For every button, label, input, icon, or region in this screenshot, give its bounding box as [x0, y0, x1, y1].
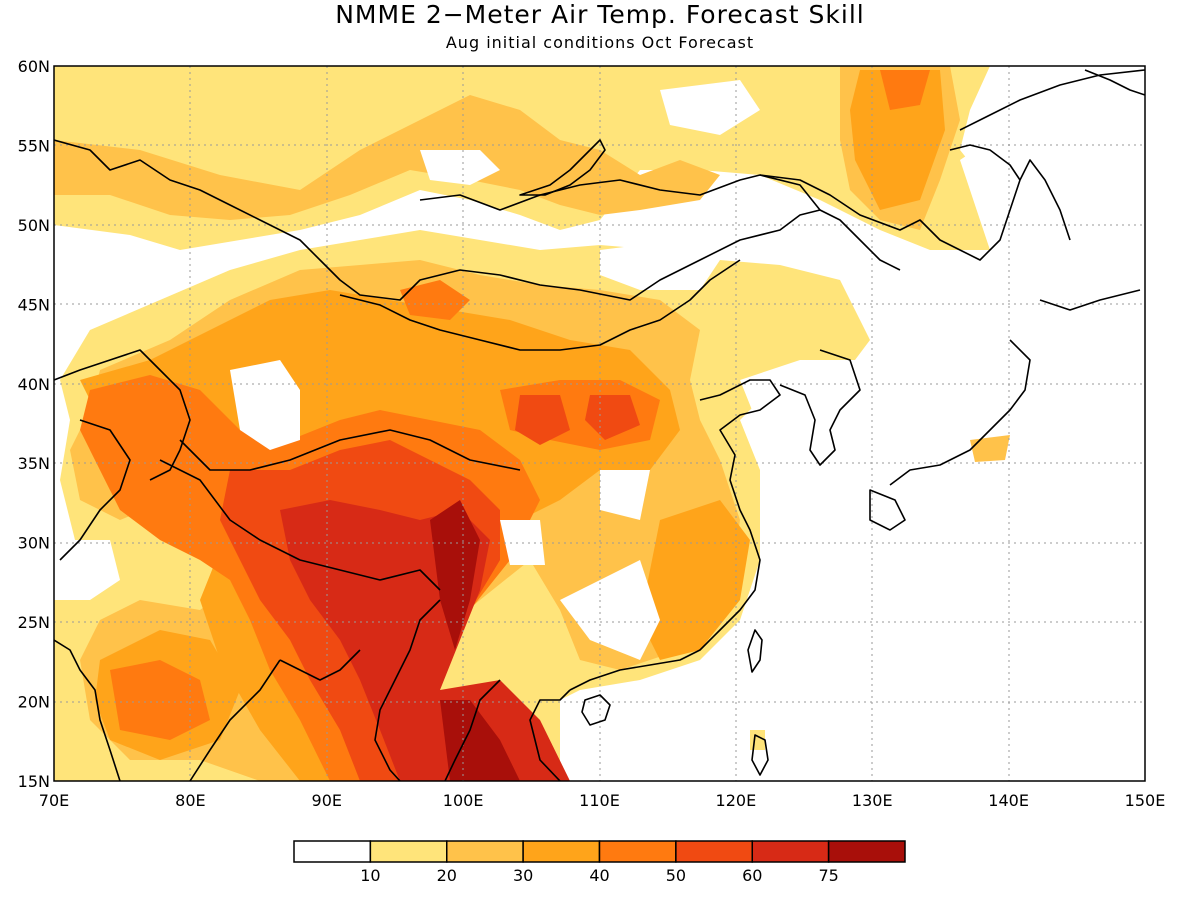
- skill-region-none: [600, 240, 720, 290]
- y-tick-label: 35N: [18, 454, 50, 473]
- skill-region-none: [960, 66, 1145, 290]
- x-axis-ticks: 70E 80E 90E 100E 110E 120E 130E 140E 150E: [39, 791, 1166, 810]
- y-tick-label: 60N: [18, 57, 50, 76]
- colorbar: 10 20 30 40 50 60 75: [293, 840, 906, 885]
- colorbar-label: 20: [437, 866, 457, 885]
- skill-region-dark-orange: [110, 660, 210, 740]
- y-tick-label: 20N: [18, 693, 50, 712]
- skill-region-none: [660, 80, 760, 135]
- skill-region-dark-red: [430, 500, 480, 650]
- skill-region-dark-orange: [400, 280, 470, 320]
- skill-region-yellow-orange: [54, 95, 720, 220]
- y-tick-label: 15N: [18, 772, 50, 791]
- skill-region-none: [600, 470, 650, 520]
- skill-region-red-orange: [585, 395, 640, 440]
- colorbar-swatch: [598, 840, 677, 863]
- colorbar-swatch: [293, 840, 372, 863]
- x-tick-label: 70E: [39, 791, 69, 810]
- y-tick-label: 40N: [18, 375, 50, 394]
- colorbar-swatch: [369, 840, 448, 863]
- colorbar-label: 60: [742, 866, 762, 885]
- skill-region-dark-red: [440, 700, 520, 781]
- skill-region-none: [560, 560, 660, 660]
- skill-region-dark-orange: [880, 70, 930, 110]
- colorbar-label: 30: [513, 866, 533, 885]
- y-tick-label: 45N: [18, 295, 50, 314]
- chart-subtitle: Aug initial conditions Oct Forecast: [445, 33, 755, 52]
- skill-region-none: [230, 360, 300, 450]
- skill-region-light: [750, 730, 765, 750]
- skill-field: [54, 66, 1145, 781]
- chart-title: NMME 2−Meter Air Temp. Forecast Skill: [335, 0, 865, 29]
- y-tick-label: 25N: [18, 613, 50, 632]
- plot-frame: [53, 65, 1146, 782]
- skill-region-none: [54, 540, 120, 600]
- colorbar-swatch: [675, 840, 753, 863]
- gridlines: [54, 66, 1145, 781]
- skill-region-red-orange: [515, 395, 570, 445]
- colorbar-label: 50: [666, 866, 686, 885]
- y-tick-label: 30N: [18, 534, 50, 553]
- x-tick-label: 110E: [579, 791, 620, 810]
- colorbar-label: 40: [589, 866, 609, 885]
- x-tick-label: 150E: [1125, 791, 1166, 810]
- colorbar-swatch: [827, 840, 906, 863]
- colorbar-label: 75: [818, 866, 838, 885]
- colorbar-swatch: [446, 840, 524, 863]
- skill-region-none: [570, 250, 1145, 781]
- y-tick-label: 50N: [18, 216, 50, 235]
- colorbar-swatch: [522, 840, 601, 863]
- coastlines: [54, 69, 1145, 781]
- skill-region-none: [420, 150, 500, 185]
- skill-region-orange: [640, 500, 750, 660]
- x-tick-label: 130E: [852, 791, 893, 810]
- colorbar-swatch: [751, 840, 830, 863]
- colorbar-label: 10: [360, 866, 380, 885]
- x-tick-label: 140E: [988, 791, 1029, 810]
- y-axis-ticks: 60N 55N 50N 45N 40N 35N 30N 25N 20N 15N: [18, 57, 50, 791]
- x-tick-label: 90E: [312, 791, 342, 810]
- skill-region-yellow-orange: [970, 435, 1010, 462]
- skill-region-orange: [850, 70, 945, 210]
- x-tick-label: 80E: [175, 791, 205, 810]
- x-tick-label: 100E: [443, 791, 484, 810]
- x-tick-label: 120E: [716, 791, 757, 810]
- y-tick-label: 55N: [18, 136, 50, 155]
